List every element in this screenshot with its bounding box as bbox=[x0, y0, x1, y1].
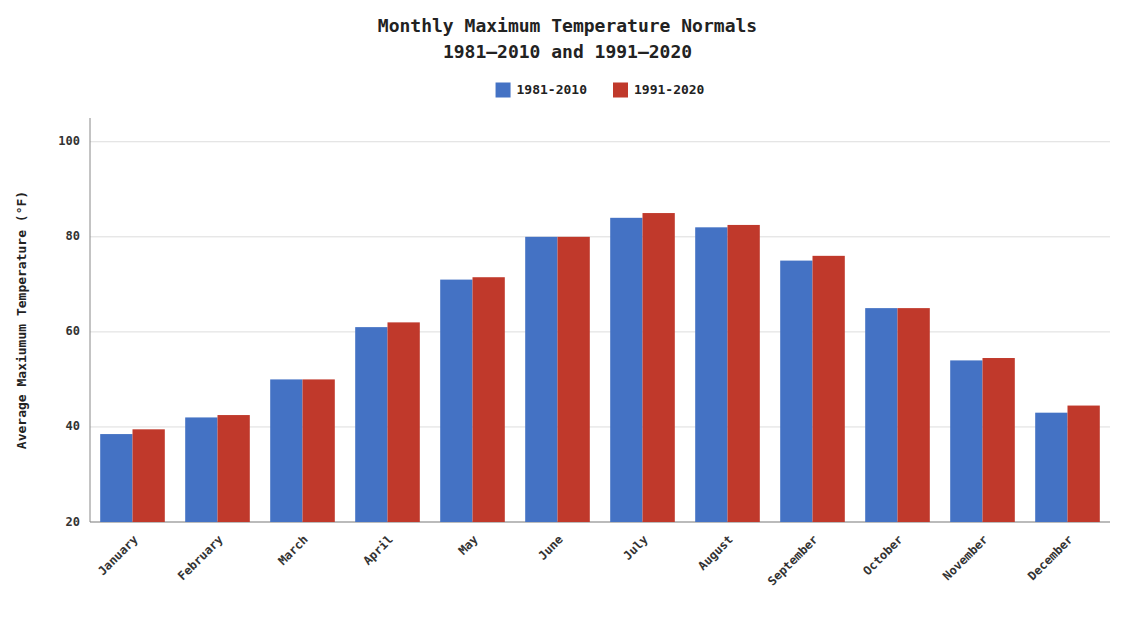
bar bbox=[355, 327, 387, 522]
y-axis-line bbox=[90, 118, 91, 522]
legend-label: 1991-2020 bbox=[634, 82, 705, 97]
bars bbox=[100, 213, 1100, 522]
bar bbox=[695, 227, 727, 522]
legend-label: 1981-2010 bbox=[517, 82, 588, 97]
y-tick-label: 20 bbox=[66, 515, 80, 529]
bar bbox=[780, 261, 812, 522]
bar bbox=[865, 308, 897, 522]
x-tick-label: October bbox=[860, 532, 906, 578]
grid-line bbox=[90, 331, 1110, 332]
bar bbox=[1035, 413, 1067, 522]
x-tick-label: February bbox=[175, 532, 226, 583]
bar bbox=[218, 415, 250, 522]
y-tick-label: 40 bbox=[66, 419, 80, 433]
x-tick-label: December bbox=[1025, 532, 1076, 583]
legend-swatch bbox=[496, 83, 511, 98]
x-tick-label: January bbox=[95, 532, 141, 578]
bar bbox=[813, 256, 845, 522]
grid-line bbox=[90, 141, 1110, 142]
bar bbox=[643, 213, 675, 522]
bar bbox=[303, 379, 335, 522]
y-axis-label: Average Maxiumum Temperature (°F) bbox=[14, 191, 29, 449]
legend: 1981-2010 1991-2020 bbox=[496, 82, 705, 98]
x-tick-label: November bbox=[940, 532, 991, 583]
bar bbox=[728, 225, 760, 522]
y-tick-label: 80 bbox=[66, 229, 80, 243]
bar bbox=[440, 280, 472, 522]
bar bbox=[100, 434, 132, 522]
x-tick-label: March bbox=[275, 532, 310, 567]
bar bbox=[983, 358, 1015, 522]
bar bbox=[610, 218, 642, 522]
chart: Monthly Maximum Temperature Normals 1981–… bbox=[0, 0, 1135, 622]
x-tick-label: July bbox=[621, 532, 651, 562]
y-tick-label: 60 bbox=[66, 324, 80, 338]
bar bbox=[388, 322, 420, 522]
x-tick-label: June bbox=[536, 532, 566, 562]
subtitle: 1981–2010 and 1991–2020 bbox=[443, 41, 692, 62]
bar bbox=[525, 237, 557, 522]
x-tick-label: August bbox=[695, 532, 736, 573]
bar bbox=[558, 237, 590, 522]
bar bbox=[1068, 406, 1100, 522]
bar bbox=[950, 360, 982, 522]
bar bbox=[473, 277, 505, 522]
x-tick-label: April bbox=[360, 532, 395, 567]
x-tick-label: May bbox=[456, 532, 481, 557]
bar bbox=[898, 308, 930, 522]
x-tick-label: September bbox=[765, 532, 821, 588]
bar bbox=[185, 417, 217, 522]
bar bbox=[270, 379, 302, 522]
y-tick-label: 100 bbox=[58, 134, 80, 148]
legend-swatch bbox=[613, 83, 628, 98]
grid-line bbox=[90, 236, 1110, 237]
bar bbox=[133, 429, 165, 522]
title: Monthly Maximum Temperature Normals bbox=[378, 15, 757, 36]
